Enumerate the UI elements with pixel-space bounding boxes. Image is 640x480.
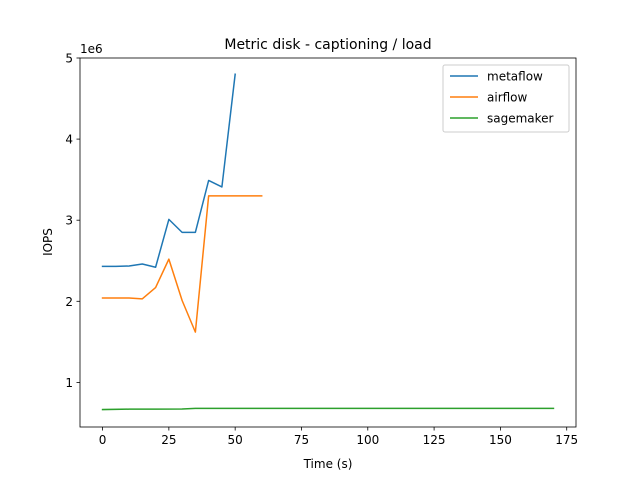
legend-box xyxy=(442,64,570,133)
x-tick-label: 175 xyxy=(555,433,578,447)
legend-label: airflow xyxy=(487,91,528,105)
series-layer xyxy=(101,73,555,411)
legend-entries: metaflow airflow sagemaker xyxy=(450,70,554,126)
y-tick-label: 2 xyxy=(65,295,73,309)
y-tick-label: 4 xyxy=(65,133,73,147)
legend: metaflow airflow sagemaker xyxy=(442,64,570,133)
legend-label: metaflow xyxy=(487,70,543,84)
series-line-airflow xyxy=(101,195,263,333)
y-tick-label: 1 xyxy=(65,376,73,390)
x-tick-label: 100 xyxy=(356,433,379,447)
y-axis-title: IOPS xyxy=(41,228,55,256)
x-axis-title: Time (s) xyxy=(303,457,353,471)
legend-entry-airflow: airflow xyxy=(450,91,528,105)
y-offset-label: 1e6 xyxy=(80,42,103,56)
plot-area-frame xyxy=(79,57,577,428)
x-tick-label: 125 xyxy=(423,433,446,447)
chart-title: Metric disk - captioning / load xyxy=(224,37,431,53)
x-tick-label: 25 xyxy=(161,433,176,447)
legend-label: sagemaker xyxy=(487,112,554,126)
legend-entry-sagemaker: sagemaker xyxy=(450,112,554,126)
series-line-sagemaker xyxy=(101,407,555,411)
x-axis-ticks: 0 25 50 75 100 125 150 175 xyxy=(99,427,578,447)
x-tick-label: 0 xyxy=(99,433,107,447)
y-tick-label: 3 xyxy=(65,214,73,228)
x-tick-label: 150 xyxy=(489,433,512,447)
x-tick-label: 50 xyxy=(228,433,243,447)
legend-entry-metaflow: metaflow xyxy=(450,70,543,84)
y-tick-label: 5 xyxy=(65,52,73,66)
series-line-metaflow xyxy=(101,73,237,268)
x-tick-label: 75 xyxy=(294,433,309,447)
y-axis-ticks: 1 2 3 4 5 xyxy=(65,52,80,390)
